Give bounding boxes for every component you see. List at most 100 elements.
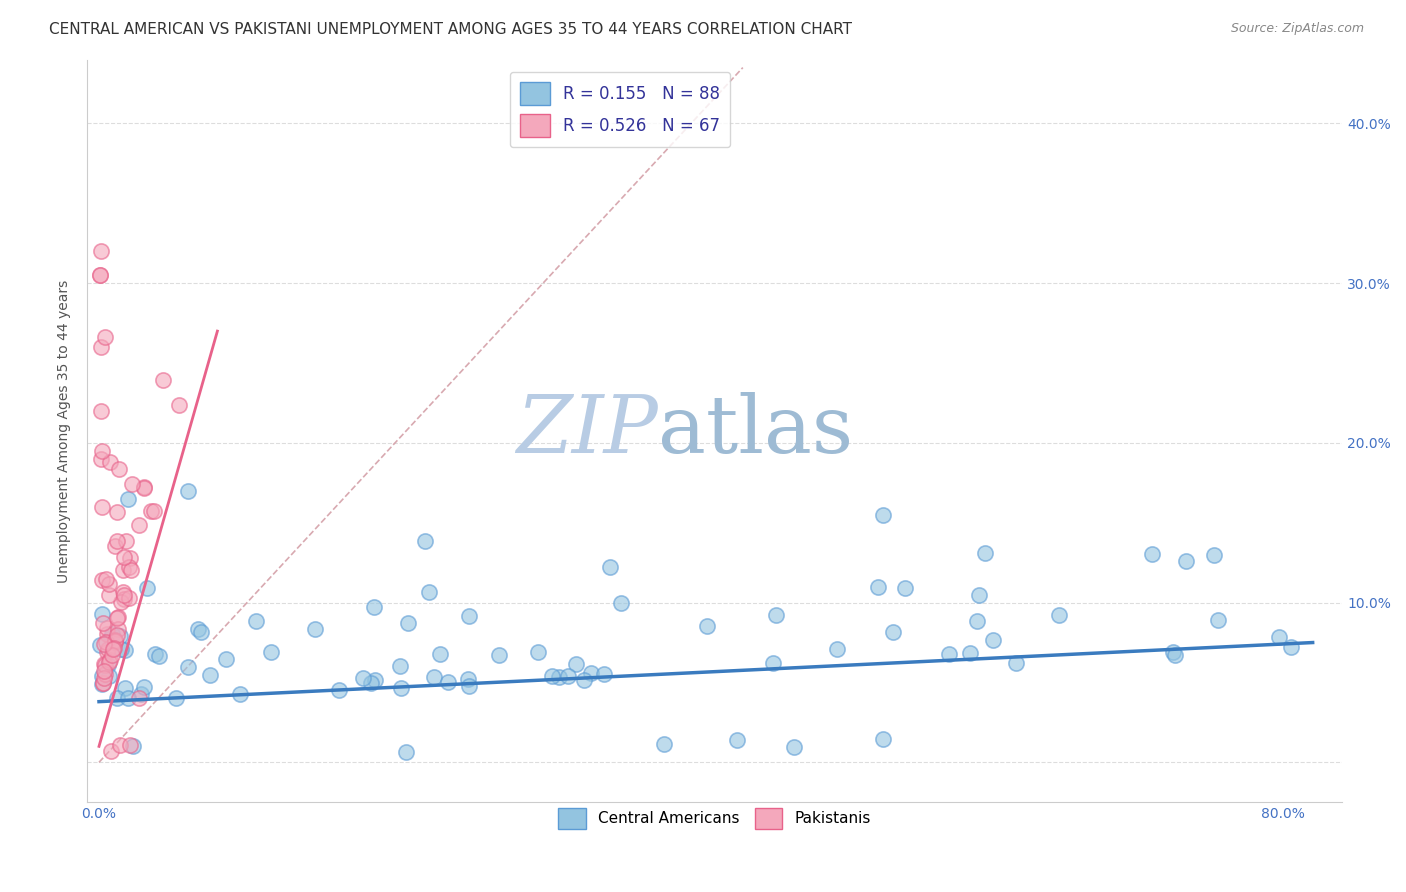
Point — [120, 738, 142, 752]
Point — [128, 518, 150, 533]
Point — [96, 627, 118, 641]
Point — [94, 572, 117, 586]
Point — [177, 483, 200, 498]
Point — [966, 614, 988, 628]
Point — [110, 595, 132, 609]
Point — [104, 539, 127, 553]
Point — [260, 645, 283, 659]
Point — [97, 657, 120, 672]
Point — [96, 645, 118, 659]
Point — [389, 681, 412, 695]
Text: atlas: atlas — [658, 392, 853, 470]
Point — [1208, 613, 1230, 627]
Point — [105, 505, 128, 519]
Point — [112, 550, 135, 565]
Point — [117, 691, 139, 706]
Point — [114, 681, 136, 695]
Point — [91, 676, 114, 690]
Point — [872, 508, 894, 522]
Point — [96, 621, 118, 635]
Point — [198, 668, 221, 682]
Point — [108, 738, 131, 752]
Point — [167, 398, 190, 412]
Point — [93, 667, 115, 681]
Point — [100, 631, 122, 645]
Point — [104, 634, 127, 648]
Point — [429, 647, 451, 661]
Point — [120, 550, 142, 565]
Point — [90, 677, 112, 691]
Point — [90, 451, 112, 466]
Point — [90, 443, 112, 458]
Point — [94, 634, 117, 648]
Point — [110, 629, 132, 643]
Point — [89, 638, 111, 652]
Point — [783, 740, 806, 755]
Point — [458, 679, 481, 693]
Point — [825, 642, 848, 657]
Point — [973, 545, 995, 559]
Point — [959, 646, 981, 660]
Point — [177, 660, 200, 674]
Point — [93, 637, 115, 651]
Point — [134, 481, 156, 495]
Point — [97, 588, 120, 602]
Legend: Central Americans, Pakistanis: Central Americans, Pakistanis — [553, 802, 877, 836]
Point — [328, 683, 350, 698]
Point — [105, 611, 128, 625]
Point — [112, 588, 135, 602]
Point — [488, 648, 510, 662]
Point — [93, 657, 115, 671]
Point — [114, 643, 136, 657]
Y-axis label: Unemployment Among Ages 35 to 44 years: Unemployment Among Ages 35 to 44 years — [58, 279, 72, 582]
Point — [105, 691, 128, 706]
Point — [1267, 630, 1289, 644]
Point — [94, 329, 117, 343]
Point — [122, 739, 145, 753]
Point — [557, 669, 579, 683]
Point — [93, 671, 115, 685]
Point — [143, 504, 166, 518]
Text: CENTRAL AMERICAN VS PAKISTANI UNEMPLOYMENT AMONG AGES 35 TO 44 YEARS CORRELATION: CENTRAL AMERICAN VS PAKISTANI UNEMPLOYME… — [49, 22, 852, 37]
Point — [91, 676, 114, 690]
Point — [98, 655, 121, 669]
Point — [128, 691, 150, 706]
Point — [129, 687, 152, 701]
Point — [938, 647, 960, 661]
Point — [98, 455, 121, 469]
Point — [352, 671, 374, 685]
Point — [120, 563, 142, 577]
Point — [107, 609, 129, 624]
Point — [725, 733, 748, 747]
Point — [893, 582, 915, 596]
Point — [135, 581, 157, 595]
Point — [761, 656, 783, 670]
Point — [398, 616, 420, 631]
Point — [118, 591, 141, 606]
Point — [360, 676, 382, 690]
Point — [148, 649, 170, 664]
Point — [1161, 645, 1184, 659]
Point — [565, 657, 588, 672]
Point — [190, 624, 212, 639]
Point — [90, 404, 112, 418]
Point — [652, 737, 675, 751]
Point — [1164, 648, 1187, 662]
Point — [765, 607, 787, 622]
Point — [1279, 640, 1302, 654]
Point — [96, 641, 118, 656]
Point — [395, 746, 418, 760]
Point — [90, 244, 112, 259]
Point — [101, 641, 124, 656]
Point — [423, 670, 446, 684]
Point — [165, 690, 187, 705]
Point — [112, 564, 135, 578]
Point — [152, 373, 174, 387]
Point — [548, 670, 571, 684]
Point — [215, 652, 238, 666]
Point — [882, 624, 904, 639]
Point — [134, 680, 156, 694]
Point — [97, 577, 120, 591]
Point — [91, 574, 114, 588]
Point — [574, 673, 596, 687]
